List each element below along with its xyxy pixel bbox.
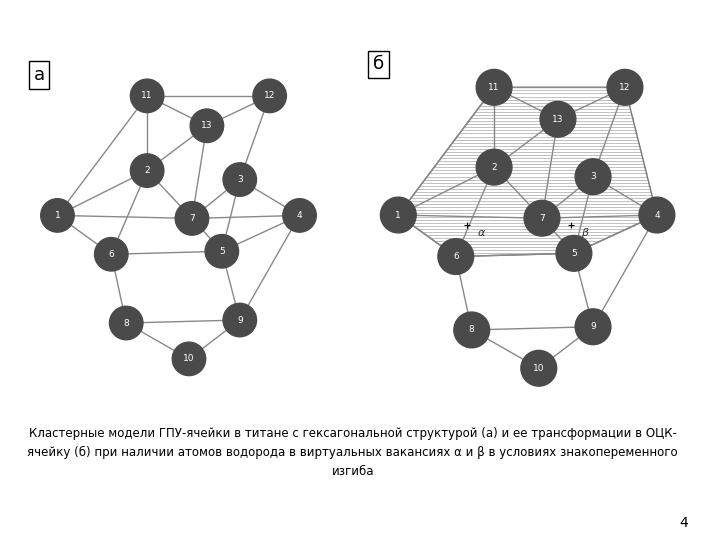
Text: 7: 7: [189, 214, 195, 223]
Text: 9: 9: [590, 322, 596, 331]
Text: а: а: [34, 66, 45, 84]
Text: 3: 3: [590, 172, 596, 181]
Circle shape: [438, 239, 474, 274]
Circle shape: [607, 70, 643, 105]
Circle shape: [521, 350, 557, 386]
Circle shape: [556, 235, 592, 271]
Text: 8: 8: [469, 326, 474, 334]
Text: 4: 4: [297, 211, 302, 220]
Circle shape: [540, 102, 576, 137]
Circle shape: [283, 199, 316, 232]
Circle shape: [639, 197, 675, 233]
Text: 11: 11: [141, 91, 153, 100]
Circle shape: [575, 159, 611, 194]
Circle shape: [253, 79, 287, 113]
Circle shape: [130, 79, 164, 113]
Circle shape: [575, 309, 611, 345]
Circle shape: [223, 303, 256, 337]
Text: 12: 12: [619, 83, 631, 92]
Text: 5: 5: [571, 249, 577, 258]
Circle shape: [476, 70, 512, 105]
Text: 6: 6: [453, 252, 459, 261]
Text: 4: 4: [654, 211, 660, 220]
Circle shape: [175, 201, 209, 235]
Circle shape: [524, 200, 560, 236]
Text: 9: 9: [237, 315, 243, 325]
Text: 13: 13: [552, 114, 564, 124]
Text: 6: 6: [109, 250, 114, 259]
Text: 10: 10: [533, 364, 544, 373]
Circle shape: [223, 163, 256, 197]
Circle shape: [190, 109, 224, 143]
Polygon shape: [398, 87, 657, 256]
Text: 10: 10: [183, 354, 194, 363]
Text: 13: 13: [201, 122, 212, 130]
Text: 7: 7: [539, 214, 545, 222]
Text: 11: 11: [488, 83, 500, 92]
Text: β: β: [581, 228, 588, 238]
Text: Кластерные модели ГПУ-ячейки в титане с гексагональной структурой (а) и ее транс: Кластерные модели ГПУ-ячейки в титане с …: [27, 427, 678, 478]
Text: α: α: [477, 228, 485, 238]
Circle shape: [109, 306, 143, 340]
Text: 3: 3: [237, 175, 243, 184]
Text: 8: 8: [123, 319, 129, 328]
Circle shape: [476, 149, 512, 185]
Text: 12: 12: [264, 91, 275, 100]
Text: 1: 1: [55, 211, 60, 220]
Text: 2: 2: [144, 166, 150, 175]
Circle shape: [130, 154, 164, 187]
Text: 4: 4: [679, 516, 688, 530]
Circle shape: [454, 312, 490, 348]
Circle shape: [172, 342, 206, 376]
Text: б: б: [373, 56, 384, 73]
Circle shape: [380, 197, 416, 233]
Text: 1: 1: [395, 211, 401, 220]
Text: 5: 5: [219, 247, 225, 256]
Circle shape: [205, 234, 238, 268]
Circle shape: [41, 199, 74, 232]
Circle shape: [94, 238, 128, 271]
Text: 2: 2: [491, 163, 497, 172]
